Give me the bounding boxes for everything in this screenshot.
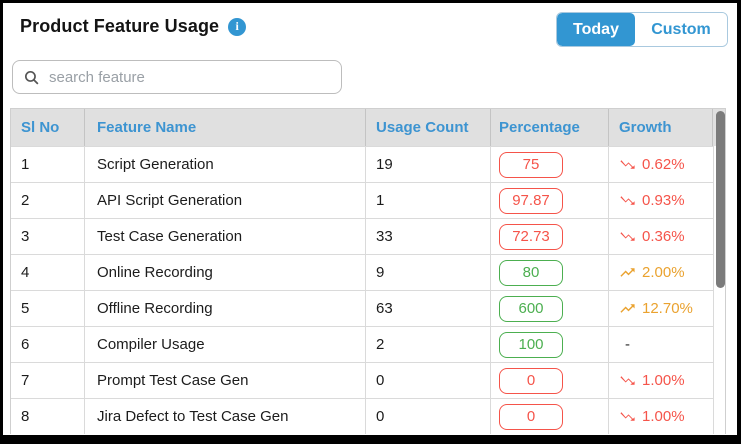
cell-percentage: 72.73 (491, 219, 609, 254)
growth-value: 0.36% (642, 228, 685, 245)
trending-up-icon (620, 268, 635, 277)
table-row: 1 Script Generation 19 75 0.62% (11, 146, 714, 182)
cell-growth: 1.00% (609, 399, 714, 434)
cell-percentage: 600 (491, 291, 609, 326)
table-row: 7 Prompt Test Case Gen 0 0 1.00% (11, 362, 714, 398)
col-header-usage-count: Usage Count (366, 109, 491, 146)
today-button[interactable]: Today (557, 13, 635, 46)
growth-value: 0.62% (642, 156, 685, 173)
cell-usage-count: 2 (366, 327, 491, 362)
cell-sl-no: 1 (11, 147, 85, 182)
percentage-badge: 75 (499, 151, 563, 178)
cell-feature-name: Jira Defect to Test Case Gen (85, 399, 366, 434)
trending-down-icon (620, 196, 635, 205)
page-title: Product Feature Usage (20, 16, 220, 36)
cell-percentage: 0 (491, 363, 609, 398)
col-header-percentage: Percentage (491, 109, 609, 146)
cell-percentage: 97.87 (491, 183, 609, 218)
cell-sl-no: 2 (11, 183, 85, 218)
cell-growth: 1.00% (609, 363, 714, 398)
trending-down-icon (620, 412, 635, 421)
search-box[interactable] (12, 60, 342, 94)
growth-value: 2.00% (642, 264, 685, 281)
cell-growth: - (609, 327, 714, 362)
trending-up-icon (620, 304, 635, 313)
cell-growth: 0.93% (609, 183, 714, 218)
percentage-badge: 600 (499, 295, 563, 322)
cell-sl-no: 5 (11, 291, 85, 326)
cell-growth: 12.70% (609, 291, 714, 326)
table-header-row: Sl No Feature Name Usage Count Percentag… (11, 109, 725, 146)
table-row: 3 Test Case Generation 33 72.73 0.36% (11, 218, 714, 254)
table-row: 6 Compiler Usage 2 100 - (11, 326, 714, 362)
cell-sl-no: 7 (11, 363, 85, 398)
search-input[interactable] (49, 68, 331, 86)
cell-usage-count: 19 (366, 147, 491, 182)
cell-feature-name: Prompt Test Case Gen (85, 363, 366, 398)
table-row: 8 Jira Defect to Test Case Gen 0 0 1.00% (11, 398, 714, 434)
table-body: 1 Script Generation 19 75 0.62% 2 API Sc… (11, 146, 725, 434)
growth-value: 1.00% (642, 372, 685, 389)
cell-sl-no: 8 (11, 399, 85, 434)
cell-percentage: 0 (491, 399, 609, 434)
cell-growth: 0.36% (609, 219, 714, 254)
cell-growth: 0.62% (609, 147, 714, 182)
cell-feature-name: Script Generation (85, 147, 366, 182)
cell-feature-name: API Script Generation (85, 183, 366, 218)
table-row: 5 Offline Recording 63 600 12.70% (11, 290, 714, 326)
growth-value: - (625, 336, 630, 353)
table-scrollbar-thumb[interactable] (716, 111, 725, 288)
cell-feature-name: Compiler Usage (85, 327, 366, 362)
cell-usage-count: 1 (366, 183, 491, 218)
info-icon[interactable]: i (228, 17, 247, 36)
table-row: 2 API Script Generation 1 97.87 0.93% (11, 182, 714, 218)
cell-sl-no: 3 (11, 219, 85, 254)
col-header-feature-name: Feature Name (85, 109, 366, 146)
cell-feature-name: Online Recording (85, 255, 366, 290)
custom-button[interactable]: Custom (635, 13, 727, 46)
cell-feature-name: Test Case Generation (85, 219, 366, 254)
percentage-badge: 97.87 (499, 187, 563, 214)
cell-percentage: 100 (491, 327, 609, 362)
growth-value: 12.70% (642, 300, 693, 317)
growth-value: 0.93% (642, 192, 685, 209)
cell-sl-no: 6 (11, 327, 85, 362)
growth-value: 1.00% (642, 408, 685, 425)
trending-down-icon (620, 376, 635, 385)
cell-sl-no: 4 (11, 255, 85, 290)
cell-usage-count: 0 (366, 363, 491, 398)
search-icon (24, 70, 39, 84)
title-row: Product Feature Usage i (20, 16, 247, 37)
percentage-badge: 0 (499, 367, 563, 394)
cell-usage-count: 33 (366, 219, 491, 254)
percentage-badge: 72.73 (499, 223, 563, 250)
col-header-growth: Growth (609, 109, 725, 146)
trending-down-icon (620, 160, 635, 169)
cell-usage-count: 9 (366, 255, 491, 290)
date-range-toggle: Today Custom (556, 12, 728, 47)
col-header-sl-no: Sl No (11, 109, 85, 146)
trending-down-icon (620, 232, 635, 241)
feature-usage-table: Sl No Feature Name Usage Count Percentag… (10, 108, 726, 434)
percentage-badge: 80 (499, 259, 563, 286)
cell-feature-name: Offline Recording (85, 291, 366, 326)
cell-growth: 2.00% (609, 255, 714, 290)
cell-percentage: 80 (491, 255, 609, 290)
percentage-badge: 100 (499, 331, 563, 358)
cell-percentage: 75 (491, 147, 609, 182)
cell-usage-count: 0 (366, 399, 491, 434)
cell-usage-count: 63 (366, 291, 491, 326)
table-row: 4 Online Recording 9 80 2.00% (11, 254, 714, 290)
percentage-badge: 0 (499, 403, 563, 430)
